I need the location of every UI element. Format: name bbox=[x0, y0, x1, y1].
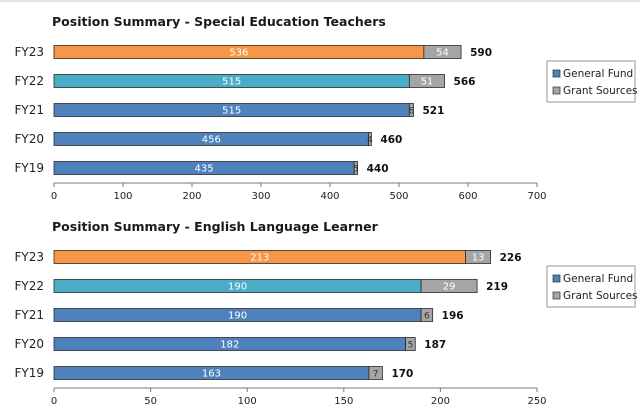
data-label-grant-sources-fy19: 5 bbox=[353, 165, 359, 175]
data-label-grant-sources-fy21: 6 bbox=[424, 312, 430, 322]
legend-box bbox=[546, 265, 636, 308]
data-label-general-fund-fy22: 515 bbox=[222, 77, 241, 88]
chart-title: Position Summary - English Language Lear… bbox=[52, 219, 379, 234]
category-label-fy22: FY22 bbox=[14, 279, 44, 293]
bar-grant-sources-fy20 bbox=[368, 132, 372, 146]
total-label-fy19: 440 bbox=[367, 163, 389, 175]
data-label-general-fund-fy21: 515 bbox=[222, 106, 241, 117]
data-label-general-fund-fy21: 190 bbox=[228, 311, 247, 322]
data-label-grant-sources-fy23: 13 bbox=[472, 253, 485, 264]
bar-grant-sources-fy20 bbox=[405, 337, 416, 351]
data-label-general-fund-fy23: 213 bbox=[250, 253, 269, 264]
bar-grant-sources-fy19 bbox=[353, 161, 358, 175]
x-tick-label-250: 250 bbox=[527, 396, 546, 407]
chart-title: Position Summary - Special Education Tea… bbox=[52, 14, 386, 29]
legend-label-grant-sources: Grant Sources bbox=[563, 85, 638, 97]
legend-label-grant-sources: Grant Sources bbox=[563, 290, 638, 302]
legend-swatch-general-fund bbox=[552, 69, 561, 78]
x-tick-label-50: 50 bbox=[144, 396, 157, 407]
category-label-fy19: FY19 bbox=[14, 366, 44, 380]
category-label-fy23: FY23 bbox=[14, 45, 44, 59]
data-label-grant-sources-fy20: 5 bbox=[408, 341, 414, 351]
x-tick-label-300: 300 bbox=[251, 191, 270, 202]
legend-swatch-general-fund bbox=[552, 274, 561, 283]
category-label-fy21: FY21 bbox=[14, 308, 44, 322]
x-tick-label-0: 0 bbox=[51, 191, 57, 202]
total-label-fy20: 460 bbox=[380, 134, 402, 146]
x-tick-label-0: 0 bbox=[51, 396, 57, 407]
legend: General Fund Grant Sources bbox=[546, 265, 638, 308]
data-label-general-fund-fy22: 190 bbox=[228, 282, 247, 293]
total-label-fy22: 219 bbox=[486, 281, 508, 293]
legend-label-general-fund: General Fund bbox=[563, 68, 633, 80]
x-tick-label-100: 100 bbox=[238, 396, 257, 407]
legend-swatch-grant-sources bbox=[552, 291, 561, 300]
bar-grant-sources-fy21 bbox=[420, 308, 434, 322]
total-label-fy23: 226 bbox=[500, 252, 522, 264]
data-label-general-fund-fy20: 182 bbox=[220, 340, 239, 351]
category-label-fy22: FY22 bbox=[14, 74, 44, 88]
data-label-grant-sources-fy20: 4 bbox=[367, 136, 373, 146]
legend-label-general-fund: General Fund bbox=[563, 273, 633, 285]
bar-grant-sources-fy22 bbox=[420, 279, 478, 293]
category-label-fy19: FY19 bbox=[14, 161, 44, 175]
bar-grant-sources-fy19 bbox=[368, 366, 383, 380]
data-label-grant-sources-fy21: 6 bbox=[409, 107, 415, 117]
category-label-fy21: FY21 bbox=[14, 103, 44, 117]
data-label-general-fund-fy20: 456 bbox=[202, 135, 221, 146]
legend-swatch-grant-sources bbox=[552, 86, 561, 95]
total-label-fy22: 566 bbox=[454, 76, 476, 88]
category-label-fy23: FY23 bbox=[14, 250, 44, 264]
bar-grant-sources-fy23 bbox=[465, 250, 492, 264]
x-tick-label-200: 200 bbox=[431, 396, 450, 407]
data-label-general-fund-fy19: 435 bbox=[195, 164, 214, 175]
x-tick-label-500: 500 bbox=[389, 191, 408, 202]
data-label-grant-sources-fy23: 54 bbox=[436, 48, 449, 59]
data-label-general-fund-fy23: 536 bbox=[229, 48, 248, 59]
chart-english-language-learner: Position Summary - English Language Lear… bbox=[14, 219, 638, 407]
bar-grant-sources-fy22 bbox=[408, 74, 445, 88]
category-label-fy20: FY20 bbox=[14, 337, 44, 351]
data-label-grant-sources-fy22: 51 bbox=[421, 77, 434, 88]
x-tick-label-400: 400 bbox=[320, 191, 339, 202]
x-tick-label-600: 600 bbox=[458, 191, 477, 202]
legend-box bbox=[546, 60, 636, 103]
bar-grant-sources-fy21 bbox=[408, 103, 414, 117]
total-label-fy21: 196 bbox=[442, 310, 464, 322]
top-divider bbox=[0, 0, 640, 2]
data-label-grant-sources-fy22: 29 bbox=[443, 282, 456, 293]
data-label-general-fund-fy19: 163 bbox=[202, 369, 221, 380]
legend: General Fund Grant Sources bbox=[546, 60, 638, 103]
total-label-fy19: 170 bbox=[391, 368, 413, 380]
total-label-fy23: 590 bbox=[470, 47, 492, 59]
total-label-fy20: 187 bbox=[424, 339, 446, 351]
x-tick-label-150: 150 bbox=[334, 396, 353, 407]
x-tick-label-100: 100 bbox=[113, 191, 132, 202]
bar-grant-sources-fy23 bbox=[423, 45, 462, 59]
category-label-fy20: FY20 bbox=[14, 132, 44, 146]
total-label-fy21: 521 bbox=[422, 105, 444, 117]
chart-special-education: Position Summary - Special Education Tea… bbox=[14, 14, 638, 202]
data-label-grant-sources-fy19: 7 bbox=[373, 370, 379, 380]
x-tick-label-200: 200 bbox=[182, 191, 201, 202]
x-tick-label-700: 700 bbox=[527, 191, 546, 202]
